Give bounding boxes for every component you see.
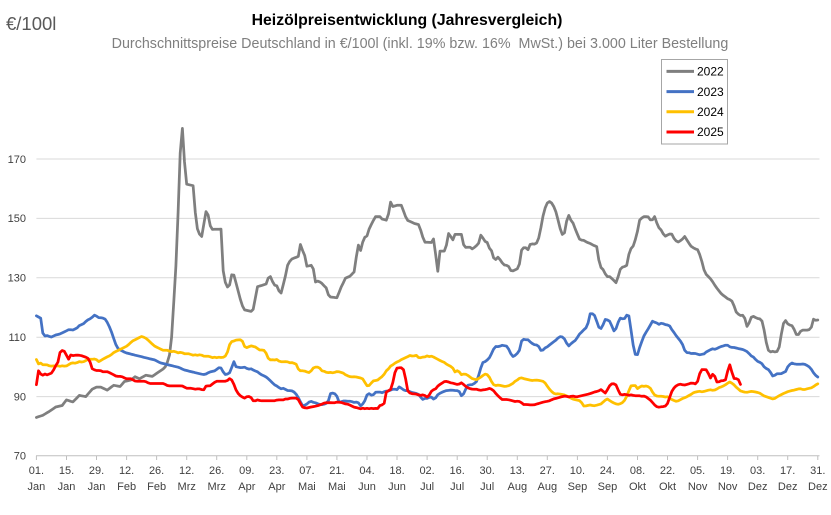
- svg-text:2024: 2024: [697, 105, 724, 119]
- svg-text:Feb: Feb: [117, 481, 136, 493]
- svg-text:26.: 26.: [209, 465, 224, 477]
- svg-text:01.: 01.: [29, 465, 44, 477]
- svg-text:Apr: Apr: [268, 481, 285, 493]
- svg-text:2022: 2022: [697, 65, 724, 79]
- svg-text:10.: 10.: [570, 465, 585, 477]
- svg-text:12.: 12.: [179, 465, 194, 477]
- svg-text:Dez: Dez: [778, 481, 798, 493]
- svg-text:130: 130: [8, 273, 26, 285]
- svg-text:Okt: Okt: [629, 481, 646, 493]
- svg-text:12.: 12.: [119, 465, 134, 477]
- svg-text:18.: 18.: [389, 465, 404, 477]
- svg-text:Mrz: Mrz: [178, 481, 196, 493]
- svg-text:Jan: Jan: [58, 481, 76, 493]
- svg-text:Nov: Nov: [688, 481, 708, 493]
- svg-text:Mai: Mai: [328, 481, 346, 493]
- svg-text:110: 110: [8, 332, 26, 344]
- svg-text:Mai: Mai: [298, 481, 316, 493]
- svg-text:31.: 31.: [810, 465, 825, 477]
- svg-text:Sep: Sep: [598, 481, 618, 493]
- svg-text:Feb: Feb: [147, 481, 166, 493]
- svg-text:Aug: Aug: [538, 481, 558, 493]
- svg-text:09.: 09.: [239, 465, 254, 477]
- svg-text:27.: 27.: [540, 465, 555, 477]
- svg-text:Jun: Jun: [388, 481, 406, 493]
- svg-text:02.: 02.: [419, 465, 434, 477]
- svg-text:04.: 04.: [359, 465, 374, 477]
- svg-text:29.: 29.: [89, 465, 104, 477]
- svg-text:05.: 05.: [690, 465, 705, 477]
- svg-text:150: 150: [8, 213, 26, 225]
- svg-text:Nov: Nov: [718, 481, 738, 493]
- svg-text:Mrz: Mrz: [208, 481, 226, 493]
- svg-text:Sep: Sep: [568, 481, 588, 493]
- svg-text:24.: 24.: [600, 465, 615, 477]
- svg-text:07.: 07.: [299, 465, 314, 477]
- svg-text:Jul: Jul: [480, 481, 494, 493]
- svg-text:Jun: Jun: [358, 481, 376, 493]
- svg-text:Aug: Aug: [508, 481, 528, 493]
- svg-text:Jan: Jan: [88, 481, 106, 493]
- svg-text:17.: 17.: [780, 465, 795, 477]
- svg-text:2023: 2023: [697, 85, 724, 99]
- svg-text:Dez: Dez: [748, 481, 768, 493]
- svg-text:16.: 16.: [450, 465, 465, 477]
- svg-text:Jan: Jan: [28, 481, 46, 493]
- svg-text:70: 70: [14, 451, 26, 463]
- svg-text:Jul: Jul: [420, 481, 434, 493]
- svg-text:€/100l: €/100l: [6, 13, 56, 34]
- svg-text:19.: 19.: [720, 465, 735, 477]
- svg-text:08.: 08.: [630, 465, 645, 477]
- svg-text:13.: 13.: [510, 465, 525, 477]
- svg-text:Jul: Jul: [450, 481, 464, 493]
- svg-text:Apr: Apr: [238, 481, 255, 493]
- svg-text:Durchschnittspreise Deutschlan: Durchschnittspreise Deutschland in €/100…: [112, 36, 729, 52]
- svg-text:Okt: Okt: [659, 481, 676, 493]
- svg-text:90: 90: [14, 391, 26, 403]
- svg-text:15.: 15.: [59, 465, 74, 477]
- svg-text:22.: 22.: [660, 465, 675, 477]
- svg-text:170: 170: [8, 154, 26, 166]
- svg-text:Dez: Dez: [808, 481, 828, 493]
- svg-text:Heizölpreisentwicklung (Jahres: Heizölpreisentwicklung (Jahresvergleich): [252, 12, 563, 29]
- svg-text:03.: 03.: [750, 465, 765, 477]
- svg-text:26.: 26.: [149, 465, 164, 477]
- svg-text:21.: 21.: [329, 465, 344, 477]
- svg-text:2025: 2025: [697, 125, 724, 139]
- svg-text:23.: 23.: [269, 465, 284, 477]
- svg-text:30.: 30.: [480, 465, 495, 477]
